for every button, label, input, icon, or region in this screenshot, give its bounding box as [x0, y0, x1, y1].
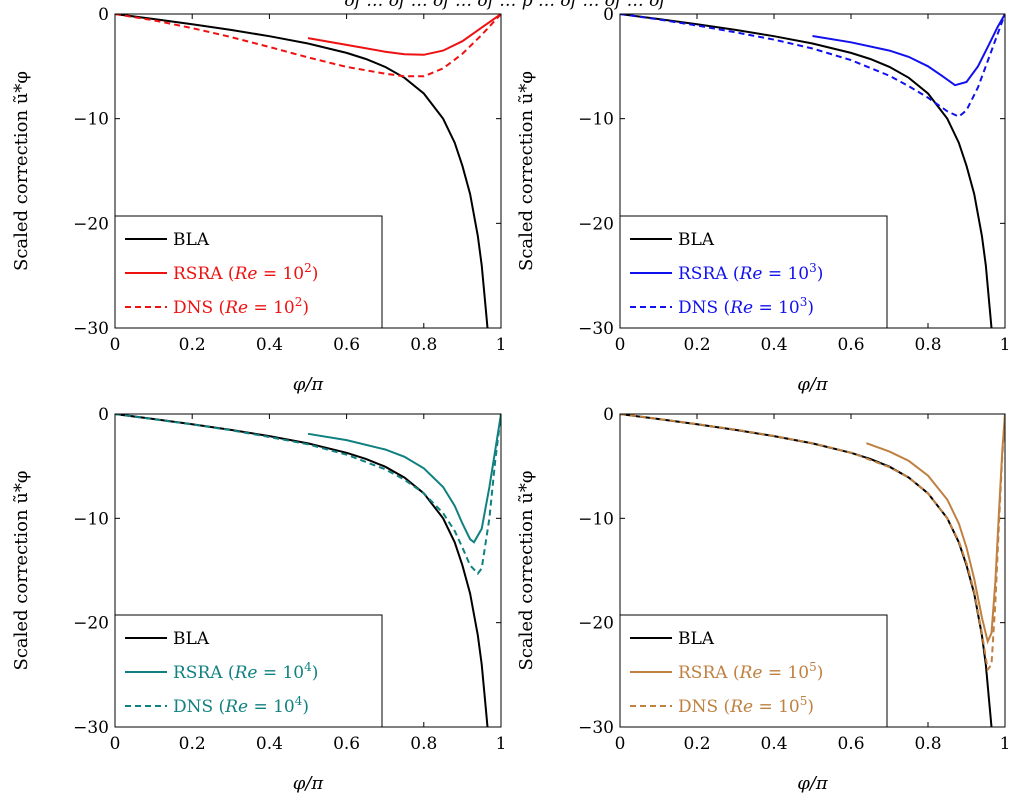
- figure-caption-fragment: of … of … of … of … p … of … of … of: [344, 0, 668, 11]
- series-line-bla: [620, 14, 993, 328]
- legend-entry: BLA: [173, 629, 210, 649]
- legend-entry: DNS (Re = 103): [678, 295, 814, 318]
- legend-entry: RSRA (Re = 103): [678, 261, 823, 284]
- series-line-bla: [115, 414, 489, 727]
- series-line-rsra: [307, 414, 501, 544]
- chart-panel-2: 0 0.2 0.4 0.6 0.8 1 0 −10 −20 −30 φ/π Scaled correc…: [516, 5, 1010, 395]
- x-tick-label: 1: [1000, 335, 1011, 355]
- y-axis-label: Scaled correction ũ*φ: [11, 71, 32, 271]
- x-tick-label: 0.2: [683, 335, 710, 355]
- legend-entry: BLA: [678, 230, 715, 250]
- y-axis-label: Scaled correction ũ*φ: [516, 471, 537, 671]
- series-line-dns: [620, 14, 1005, 118]
- y-tick-label: −30: [578, 319, 614, 339]
- y-tick-label: 0: [98, 405, 109, 425]
- series-line-dns: [115, 14, 501, 78]
- y-tick-label: −30: [578, 718, 614, 738]
- x-tick-label: 1: [496, 335, 507, 355]
- x-tick-label: 0.8: [410, 335, 437, 355]
- x-tick-label: 0.4: [760, 734, 787, 754]
- y-tick-label: 0: [603, 405, 614, 425]
- x-tick-label: 0.4: [256, 335, 283, 355]
- y-tick-label: −20: [73, 214, 109, 234]
- y-tick-label: −10: [73, 110, 109, 130]
- series-line-bla: [620, 414, 993, 727]
- chart-panel-3: 0 0.2 0.4 0.6 0.8 1 0 −10 −20 −30 φ/π Scaled correc…: [11, 405, 506, 794]
- y-tick-label: −20: [73, 614, 109, 634]
- series-line-rsra: [307, 14, 501, 56]
- legend-entry: DNS (Re = 102): [173, 295, 309, 318]
- series-line-rsra: [812, 14, 1005, 87]
- legend: BLA RSRA (Re = 104) DNS (Re = 104): [114, 614, 383, 728]
- series-line-bla: [115, 14, 489, 328]
- x-tick-label: 0.2: [179, 335, 206, 355]
- x-axis-label: φ/π: [797, 773, 829, 794]
- series-line-dns: [115, 414, 501, 576]
- x-tick-label: 0.8: [914, 335, 941, 355]
- legend-entry: DNS (Re = 105): [678, 694, 814, 717]
- y-tick-label: −20: [578, 614, 614, 634]
- x-tick-label: 1: [1000, 734, 1011, 754]
- x-tick-label: 0.6: [837, 734, 864, 754]
- x-axis-label: φ/π: [293, 773, 325, 794]
- y-tick-label: −30: [73, 718, 109, 738]
- y-axis-label: Scaled correction ũ*φ: [516, 71, 537, 271]
- y-tick-label: 0: [603, 5, 614, 25]
- legend-entry: RSRA (Re = 104): [173, 660, 318, 683]
- legend: BLA RSRA (Re = 102) DNS (Re = 102): [114, 215, 383, 329]
- chart-panel-4: 0 0.2 0.4 0.6 0.8 1 0 −10 −20 −30 φ/π Scaled correc…: [516, 405, 1010, 794]
- x-tick-label: 0.6: [837, 335, 864, 355]
- x-tick-label: 1: [496, 734, 507, 754]
- x-tick-label: 0: [615, 734, 626, 754]
- x-tick-label: 0.2: [179, 734, 206, 754]
- legend-entry: BLA: [678, 629, 715, 649]
- x-axis-label: φ/π: [797, 374, 829, 395]
- x-tick-label: 0.8: [410, 734, 437, 754]
- x-tick-label: 0: [110, 734, 121, 754]
- y-axis-label: Scaled correction ũ*φ: [11, 471, 32, 671]
- y-tick-label: −10: [578, 509, 614, 529]
- series-line-rsra: [866, 414, 1005, 645]
- series-line-dns: [620, 414, 1005, 673]
- x-tick-label: 0.2: [683, 734, 710, 754]
- x-tick-label: 0: [615, 335, 626, 355]
- x-tick-label: 0.4: [760, 335, 787, 355]
- chart-panel-1: 0 0.2 0.4 0.6 0.8 1 0 −10 −20 −30 φ/π Scaled correc…: [11, 5, 506, 395]
- legend-entry: RSRA (Re = 105): [678, 660, 823, 683]
- legend-entry: BLA: [173, 230, 210, 250]
- x-tick-label: 0.6: [333, 335, 360, 355]
- legend: BLA RSRA (Re = 105) DNS (Re = 105): [619, 614, 888, 728]
- y-tick-label: 0: [98, 5, 109, 25]
- x-axis-label: φ/π: [293, 374, 325, 395]
- legend-entry: RSRA (Re = 102): [173, 261, 318, 284]
- y-tick-label: −30: [73, 319, 109, 339]
- x-tick-label: 0.4: [256, 734, 283, 754]
- legend-entry: DNS (Re = 104): [173, 694, 309, 717]
- y-tick-label: −10: [73, 509, 109, 529]
- y-tick-label: −20: [578, 214, 614, 234]
- x-tick-label: 0.6: [333, 734, 360, 754]
- legend: BLA RSRA (Re = 103) DNS (Re = 103): [619, 215, 888, 329]
- x-tick-label: 0: [110, 335, 121, 355]
- y-tick-label: −10: [578, 110, 614, 130]
- x-tick-label: 0.8: [914, 734, 941, 754]
